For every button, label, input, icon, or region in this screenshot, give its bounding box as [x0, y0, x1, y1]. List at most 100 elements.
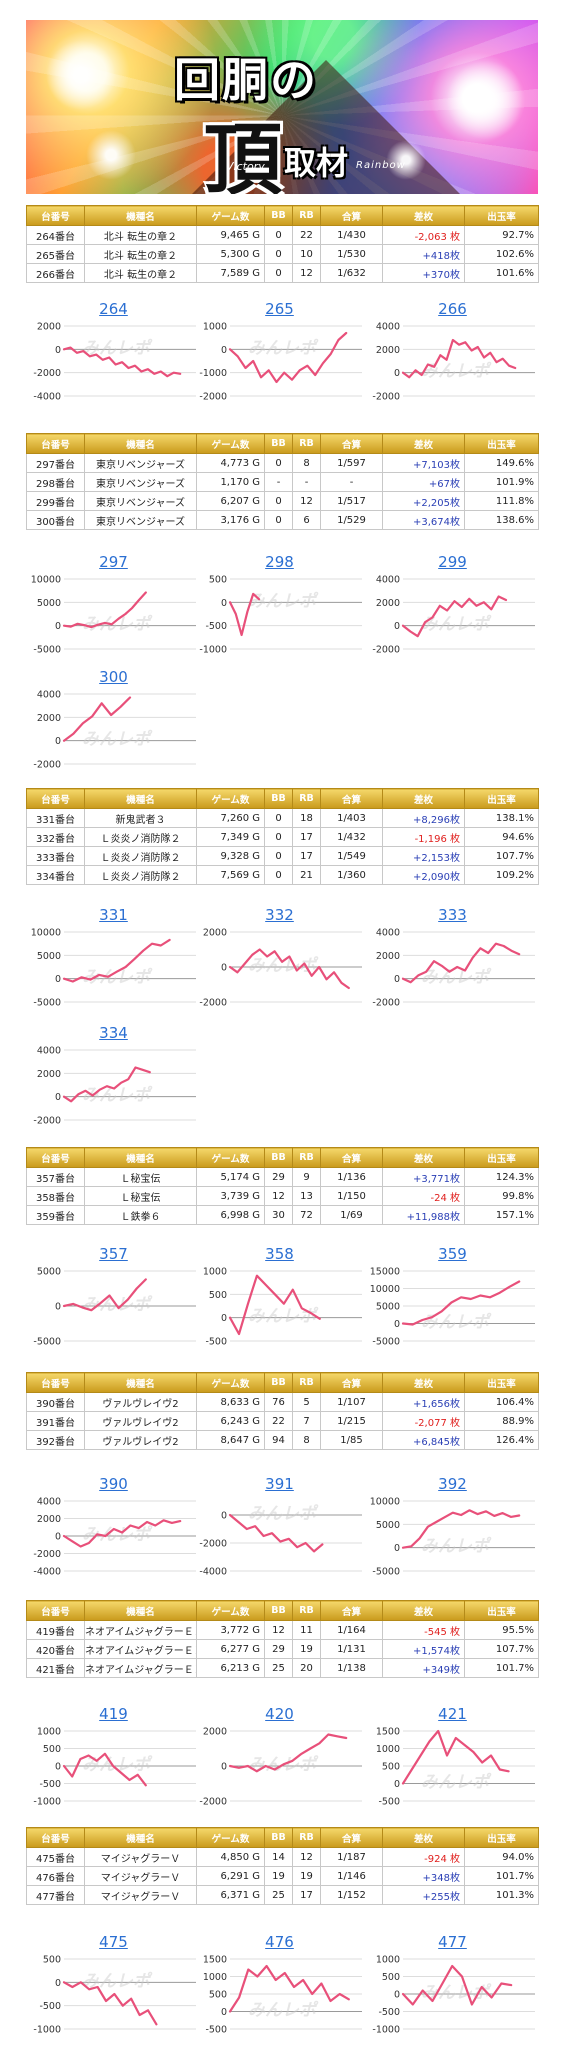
table-row: 300番台 東京リベンジャーズ 3,176 G 0 6 1/529 +3,674枚 138.6…: [26, 510, 539, 530]
series-line: [62, 591, 147, 629]
series-line: [228, 331, 348, 384]
coin-difference: +3,674枚: [382, 510, 465, 530]
column-header: 合算: [320, 788, 383, 809]
machine-table: 台番号 機種名 ゲーム数 BB RB 合算 差枚 出玉率 419番台 ネオアイムジャグラーＥＸ 3,…: [26, 1600, 539, 1678]
game-count: 5,300 G: [196, 244, 265, 264]
watermark: みんレポ: [248, 2001, 319, 2021]
chart-title-link[interactable]: 331: [99, 906, 128, 924]
machine-name: Ｌ鉄拳６: [84, 1205, 197, 1225]
coin-difference: +2,090枚: [382, 865, 465, 885]
machine-number: 332番台: [26, 827, 85, 847]
game-count: 6,277 G: [196, 1639, 265, 1659]
payout-rate: 138.6%: [464, 510, 539, 530]
chart-title-link[interactable]: 392: [438, 1475, 467, 1493]
y-tick-label: -500: [39, 1779, 61, 1790]
series-line: [401, 942, 521, 984]
chart-title-link[interactable]: 297: [99, 553, 128, 571]
column-header: 機種名: [84, 1827, 197, 1848]
chart-title-link[interactable]: 358: [265, 1245, 294, 1263]
column-header: 差枚: [382, 1600, 465, 1621]
chart-title-link[interactable]: 419: [99, 1705, 128, 1723]
y-tick-label: 4000: [37, 1497, 61, 1508]
slump-chart: 266 4000 2000 0 -2000 みんレポ: [365, 300, 540, 400]
watermark: みんレポ: [421, 1537, 492, 1557]
coin-difference: +349枚: [382, 1658, 465, 1678]
column-header: 台番号: [26, 1827, 85, 1848]
chart-plot: 500 0 -500 -1000 みんレポ: [33, 1955, 196, 2033]
machine-number: 264番台: [26, 225, 85, 245]
chart-title-link[interactable]: 264: [99, 300, 128, 318]
column-header: BB: [264, 205, 293, 226]
machine-number: 390番台: [26, 1392, 85, 1412]
column-header: 差枚: [382, 788, 465, 809]
chart-title-link[interactable]: 357: [99, 1245, 128, 1263]
machine-name: Ｌ炎炎ノ消防隊２: [84, 865, 197, 885]
chart-title-link[interactable]: 477: [438, 1933, 467, 1951]
slump-chart: 358 1000 500 0 -500 みんレポ: [192, 1245, 367, 1345]
bb-count: 22: [264, 1411, 293, 1431]
rb-count: 17: [292, 827, 321, 847]
chart-title-link[interactable]: 334: [99, 1024, 128, 1042]
payout-rate: 149.6%: [464, 453, 539, 473]
chart-plot: 0 -2000 -4000 みんレポ: [199, 1504, 362, 1575]
table-row: 420番台 ネオアイムジャグラーＥＸ 6,277 G 29 19 1/131 +1,574枚…: [26, 1639, 539, 1659]
machine-name: 東京リベンジャーズ: [84, 491, 197, 511]
chart-title-link[interactable]: 298: [265, 553, 294, 571]
watermark: みんレポ: [82, 615, 153, 635]
chart-title-link[interactable]: 266: [438, 300, 467, 318]
chart-title-link[interactable]: 299: [438, 553, 467, 571]
column-header: BB: [264, 1600, 293, 1621]
combined-rate: 1/131: [320, 1639, 383, 1659]
chart-title-link[interactable]: 300: [99, 668, 128, 686]
game-count: 4,773 G: [196, 453, 265, 473]
combined-rate: 1/164: [320, 1620, 383, 1640]
coin-difference: -2,077 枚: [382, 1411, 465, 1431]
bb-count: 30: [264, 1205, 293, 1225]
chart-title-link[interactable]: 265: [265, 300, 294, 318]
chart-title-link[interactable]: 333: [438, 906, 467, 924]
machine-name: Ｌ炎炎ノ消防隊２: [84, 846, 197, 866]
column-header: 機種名: [84, 1372, 197, 1393]
chart-title-link[interactable]: 475: [99, 1933, 128, 1951]
game-count: 9,328 G: [196, 846, 265, 866]
y-tick-label: -1000: [372, 2025, 400, 2034]
machine-number: 357番台: [26, 1167, 85, 1187]
y-tick-label: 1000: [203, 1267, 227, 1278]
chart-title-link[interactable]: 421: [438, 1705, 467, 1723]
rb-count: 8: [292, 453, 321, 473]
chart-title-link[interactable]: 332: [265, 906, 294, 924]
machine-name: 北斗 転生の章２: [84, 244, 197, 264]
column-header: 差枚: [382, 1827, 465, 1848]
machine-number: 297番台: [26, 453, 85, 473]
bb-count: 0: [264, 827, 293, 847]
machine-table: 台番号 機種名 ゲーム数 BB RB 合算 差枚 出玉率 357番台 Ｌ秘宝伝 5,174 G 29 9…: [26, 1147, 539, 1225]
bb-count: 0: [264, 808, 293, 828]
y-tick-label: 1500: [203, 1955, 227, 1966]
slump-chart: 332 2000 0 -2000 みんレポ: [192, 906, 367, 1006]
machine-number: 266番台: [26, 263, 85, 283]
y-tick-label: 0: [221, 1511, 227, 1522]
slump-chart: 392 10000 5000 0 -5000 みんレポ: [365, 1475, 540, 1575]
game-count: 6,243 G: [196, 1411, 265, 1431]
bb-count: 0: [264, 865, 293, 885]
combined-rate: 1/529: [320, 510, 383, 530]
column-header: RB: [292, 1372, 321, 1393]
game-count: 3,772 G: [196, 1620, 265, 1640]
column-header: BB: [264, 788, 293, 809]
watermark: みんレポ: [82, 1971, 153, 1991]
chart-plot: 15000 10000 5000 0 -5000 みんレポ: [370, 1267, 535, 1345]
watermark: みんレポ: [248, 1504, 319, 1524]
chart-title-link[interactable]: 390: [99, 1475, 128, 1493]
chart-title-link[interactable]: 391: [265, 1475, 294, 1493]
y-tick-label: 4000: [376, 928, 400, 939]
bb-count: 0: [264, 846, 293, 866]
chart-title-link[interactable]: 420: [265, 1705, 294, 1723]
y-tick-label: 0: [55, 974, 61, 985]
y-tick-label: 1000: [37, 1727, 61, 1738]
game-count: 3,739 G: [196, 1186, 265, 1206]
bb-count: 0: [264, 491, 293, 511]
chart-title-link[interactable]: 359: [438, 1245, 467, 1263]
chart-title-link[interactable]: 476: [265, 1933, 294, 1951]
combined-rate: 1/146: [320, 1866, 383, 1886]
